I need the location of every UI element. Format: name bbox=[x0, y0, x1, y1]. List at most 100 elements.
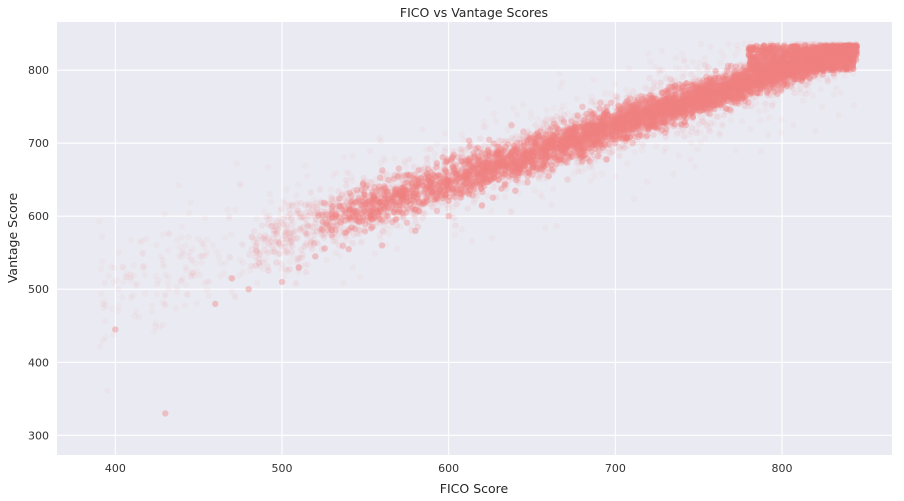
scatter-point bbox=[338, 216, 345, 223]
scatter-point bbox=[206, 278, 213, 285]
scatter-point bbox=[459, 173, 467, 181]
scatter-point bbox=[453, 201, 460, 208]
scatter-point bbox=[365, 203, 372, 211]
scatter-point bbox=[357, 184, 364, 192]
scatter-point bbox=[419, 183, 426, 190]
scatter-point bbox=[98, 258, 106, 265]
scatter-point bbox=[601, 99, 608, 106]
scatter-point bbox=[684, 110, 691, 117]
scatter-point bbox=[258, 222, 266, 229]
scatter-point bbox=[725, 93, 733, 101]
scatter-point bbox=[505, 172, 512, 179]
scatter-point bbox=[372, 222, 380, 229]
scatter-point bbox=[490, 184, 497, 191]
scatter-point bbox=[572, 133, 579, 140]
scatter-point bbox=[394, 169, 401, 177]
scatter-point bbox=[796, 86, 804, 93]
scatter-point bbox=[619, 110, 626, 117]
scatter-point bbox=[588, 165, 596, 172]
scatter-point bbox=[534, 115, 542, 123]
scatter-point bbox=[537, 132, 544, 139]
scatter-point bbox=[519, 156, 526, 164]
scatter-point bbox=[790, 75, 798, 83]
scatter-point bbox=[452, 190, 459, 197]
scatter-point bbox=[348, 177, 356, 185]
scatter-point bbox=[703, 67, 711, 74]
scatter-point bbox=[273, 259, 280, 266]
scatter-point bbox=[565, 149, 572, 157]
scatter-point bbox=[762, 106, 769, 114]
scatter-point bbox=[298, 254, 305, 261]
scatter-point bbox=[248, 262, 255, 270]
scatter-point bbox=[722, 81, 729, 88]
scatter-point bbox=[262, 234, 269, 241]
scatter-point bbox=[340, 237, 347, 245]
scatter-point bbox=[347, 205, 354, 213]
scatter-point bbox=[388, 223, 395, 230]
scatter-point bbox=[422, 194, 430, 201]
scatter-point bbox=[638, 118, 646, 126]
scatter-point bbox=[631, 116, 638, 123]
scatter-point bbox=[303, 232, 311, 240]
scatter-point bbox=[548, 201, 555, 208]
scatter-point bbox=[286, 258, 293, 265]
scatter-point bbox=[517, 136, 524, 143]
scatter-point bbox=[824, 78, 831, 85]
scatter-point bbox=[623, 123, 630, 131]
scatter-point bbox=[717, 48, 724, 56]
scatter-point bbox=[672, 114, 679, 121]
scatter-point bbox=[307, 189, 314, 196]
scatter-point bbox=[303, 172, 311, 180]
scatter-point bbox=[768, 78, 775, 85]
scatter-point bbox=[542, 225, 549, 232]
scatter-point bbox=[640, 118, 647, 125]
scatter-point bbox=[308, 236, 315, 243]
scatter-point bbox=[663, 115, 670, 122]
scatter-point bbox=[682, 109, 689, 116]
scatter-point bbox=[733, 63, 741, 70]
scatter-point bbox=[599, 112, 606, 120]
scatter-point bbox=[755, 108, 763, 115]
scatter-point bbox=[228, 288, 235, 295]
scatter-point bbox=[592, 113, 599, 120]
scatter-point bbox=[537, 125, 545, 133]
scatter-point bbox=[237, 182, 244, 189]
scatter-point bbox=[464, 157, 472, 164]
scatter-point bbox=[678, 50, 686, 57]
scatter-point bbox=[577, 139, 584, 146]
scatter-point bbox=[600, 118, 607, 126]
scatter-point bbox=[682, 94, 689, 101]
scatter-point bbox=[691, 101, 698, 109]
scatter-point bbox=[340, 279, 347, 286]
scatter-point bbox=[626, 111, 633, 118]
scatter-point bbox=[232, 293, 239, 301]
scatter-point bbox=[564, 138, 571, 145]
scatter-point bbox=[293, 259, 300, 266]
scatter-point bbox=[220, 269, 228, 277]
scatter-point bbox=[152, 319, 159, 326]
scatter-point bbox=[572, 160, 580, 167]
scatter-point bbox=[703, 106, 710, 114]
scatter-point bbox=[570, 170, 577, 178]
scatter-point bbox=[453, 195, 460, 202]
scatter-point bbox=[228, 231, 235, 238]
scatter-point bbox=[259, 237, 266, 244]
scatter-point bbox=[675, 93, 682, 100]
scatter-point bbox=[626, 65, 633, 72]
scatter-point bbox=[380, 218, 387, 225]
scatter-point bbox=[696, 97, 704, 104]
scatter-point bbox=[768, 74, 775, 81]
scatter-point bbox=[564, 176, 571, 183]
scatter-point bbox=[694, 146, 701, 153]
scatter-point bbox=[299, 224, 307, 231]
scatter-point bbox=[250, 237, 258, 244]
scatter-point bbox=[470, 199, 477, 206]
scatter-point bbox=[550, 105, 557, 112]
scatter-point bbox=[689, 91, 696, 98]
scatter-point bbox=[276, 214, 284, 222]
scatter-point bbox=[286, 266, 294, 273]
scatter-point bbox=[726, 78, 734, 85]
scatter-point bbox=[336, 252, 343, 260]
scatter-point bbox=[762, 100, 769, 107]
scatter-point bbox=[280, 197, 287, 205]
